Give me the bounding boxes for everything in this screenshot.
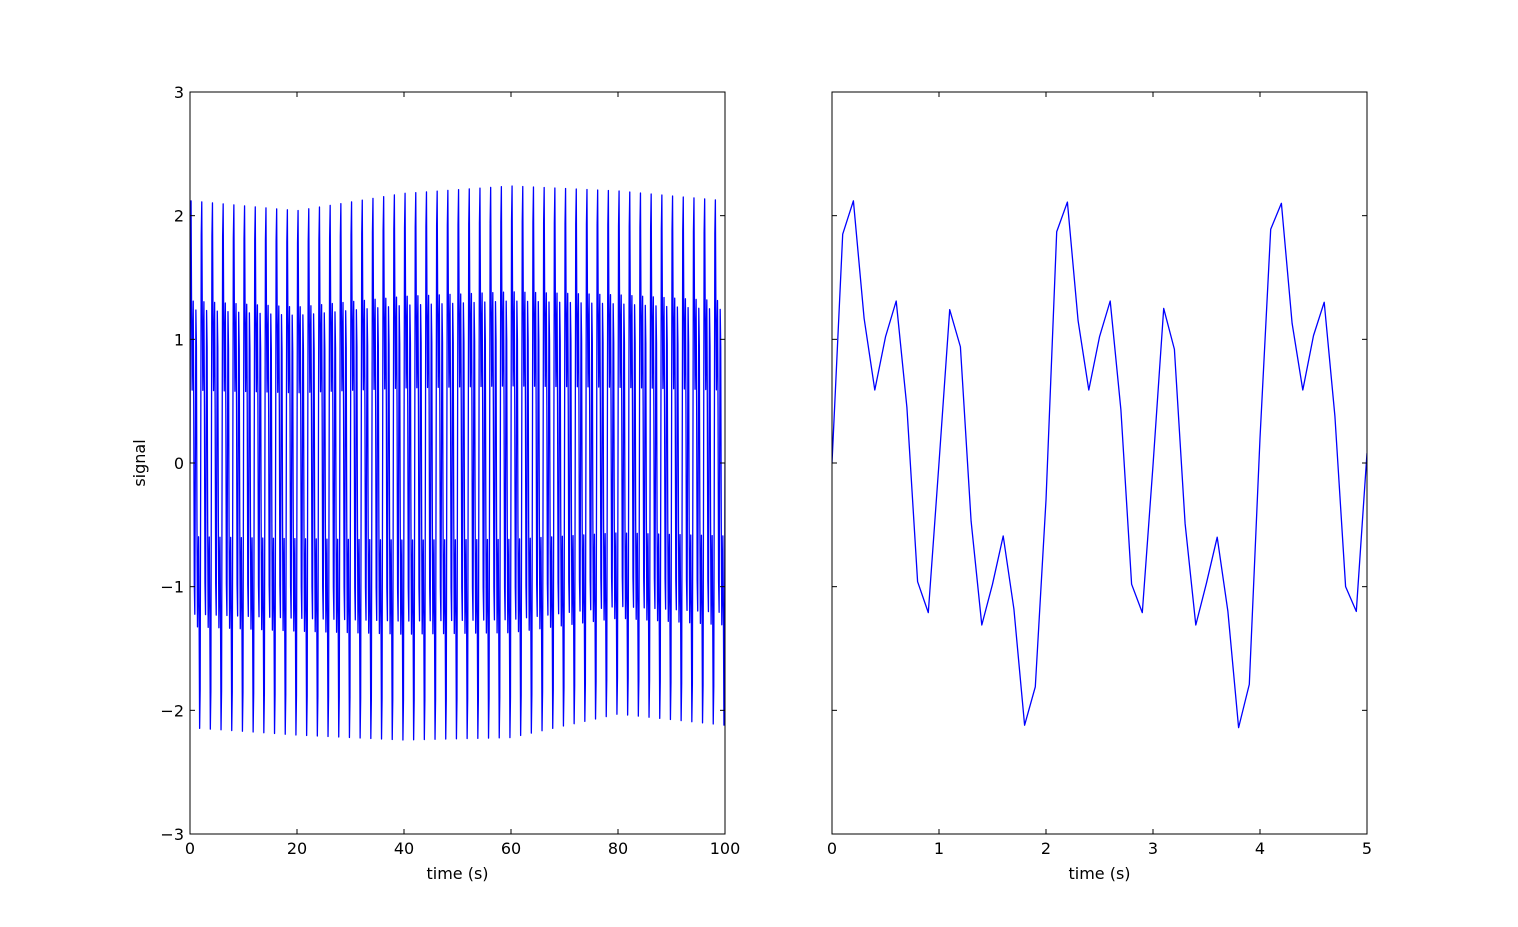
x-tick-label: 2 <box>1041 839 1051 858</box>
y-axis-label: signal <box>130 439 149 486</box>
x-tick-label: 5 <box>1362 839 1372 858</box>
x-tick-label: 0 <box>185 839 195 858</box>
chart-panel-1: 0 20 40 60 80 100 −3 −2 −1 0 1 2 3 time (s) signal <box>130 83 740 883</box>
series-line-1 <box>832 200 1367 729</box>
x-axis-label: time (s) <box>426 864 488 883</box>
y-tick-label: −3 <box>160 825 184 844</box>
chart-panel-2: 0 1 2 3 4 5 time (s) <box>827 91 1372 883</box>
y-tick-label: 2 <box>174 207 184 226</box>
y-tick-label: −1 <box>160 578 184 597</box>
x-axis-label: time (s) <box>1068 864 1130 883</box>
y-tick-label: 0 <box>174 454 184 473</box>
x-tick-label: 100 <box>710 839 741 858</box>
series-line-1 <box>190 185 725 741</box>
x-tick-label: 80 <box>608 839 628 858</box>
x-tick-label: 1 <box>934 839 944 858</box>
x-tick-label: 4 <box>1255 839 1265 858</box>
x-tick-label: 0 <box>827 839 837 858</box>
y-tick-label: −2 <box>160 701 184 720</box>
x-tick-label: 20 <box>287 839 307 858</box>
x-tick-label: 3 <box>1148 839 1158 858</box>
x-tick-label: 60 <box>501 839 521 858</box>
x-tick-label: 40 <box>394 839 414 858</box>
y-tick-label: 1 <box>174 330 184 349</box>
y-tick-label: 3 <box>174 83 184 102</box>
